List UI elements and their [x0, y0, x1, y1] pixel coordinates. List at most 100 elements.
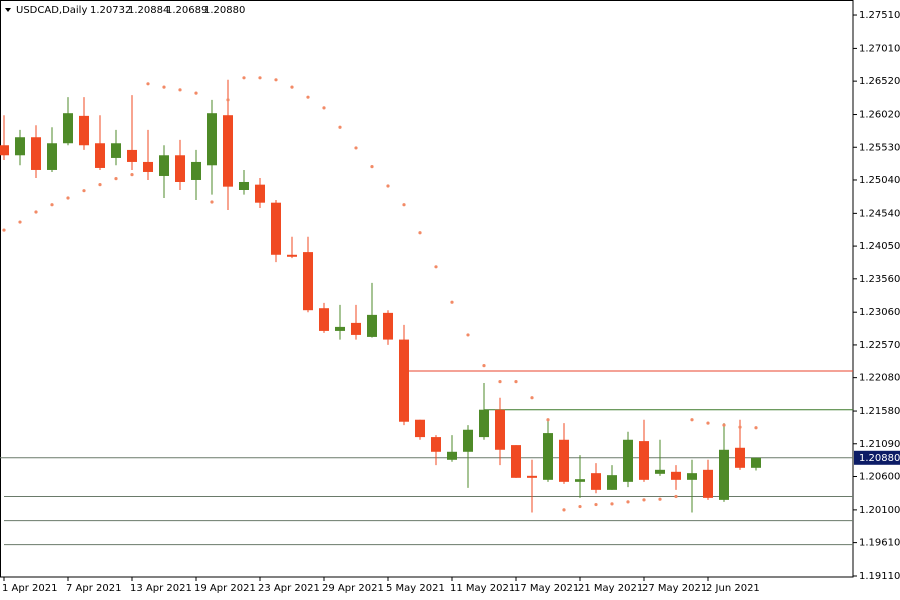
ohlc-open: 1.20732 — [90, 5, 131, 16]
indicator-dot — [322, 106, 326, 110]
indicator-dot — [482, 364, 486, 368]
candle-body — [575, 479, 585, 482]
y-tick-label: 1.26520 — [859, 76, 900, 87]
candle-body — [335, 326, 345, 331]
candle-body — [111, 143, 121, 158]
x-tick-label: 23 Apr 2021 — [258, 583, 320, 594]
indicator-dot — [642, 498, 646, 502]
indicator-dot — [610, 502, 614, 506]
indicator-dot — [274, 78, 278, 82]
x-tick-label: 1 Apr 2021 — [2, 583, 57, 594]
candle-body — [47, 143, 57, 170]
y-tick-label: 1.26020 — [859, 110, 900, 121]
indicator-dot — [178, 88, 182, 92]
indicator-dot — [626, 500, 630, 504]
indicator-dot — [34, 210, 38, 214]
symbol: USDCAD,Daily — [16, 5, 87, 16]
indicator-dot — [402, 203, 406, 207]
candle-body — [719, 449, 729, 500]
indicator-dot — [306, 95, 310, 99]
y-tick-label: 1.23060 — [859, 307, 900, 318]
ohlc-high: 1.20884 — [128, 5, 169, 16]
indicator-dot — [162, 85, 166, 89]
y-tick-label: 1.22570 — [859, 340, 900, 351]
y-tick-label: 1.25530 — [859, 142, 900, 153]
indicator-dot — [706, 421, 710, 425]
x-tick-label: 21 May 2021 — [578, 583, 643, 594]
candle-body — [271, 202, 281, 255]
candle-body — [751, 457, 761, 468]
x-tick-label: 27 May 2021 — [642, 583, 707, 594]
candle-body — [191, 161, 201, 180]
indicator-dot — [114, 177, 118, 181]
indicator-dot — [722, 423, 726, 427]
candle-body — [79, 115, 89, 146]
indicator-dot — [738, 425, 742, 429]
candle-body — [703, 469, 713, 498]
candle-body — [159, 155, 169, 176]
y-tick-label: 1.24540 — [859, 208, 900, 219]
indicator-dot — [530, 396, 534, 400]
x-tick-label: 13 Apr 2021 — [130, 583, 192, 594]
indicator-dot — [418, 231, 422, 235]
indicator-dot — [498, 380, 502, 384]
indicator-dot — [258, 76, 262, 80]
indicator-dot — [578, 504, 582, 509]
candle-body — [543, 433, 553, 480]
x-tick-label: 2 Jun 2021 — [706, 583, 760, 594]
candle-body — [239, 181, 249, 190]
last-price-label: 1.20880 — [859, 453, 900, 464]
indicator-dot — [2, 228, 6, 232]
candle-body — [639, 441, 649, 480]
y-tick-label: 1.23560 — [859, 274, 900, 285]
candle-body — [447, 451, 457, 460]
candle-body — [319, 308, 329, 331]
indicator-dot — [82, 189, 86, 193]
x-tick-label: 11 May 2021 — [450, 583, 515, 594]
candle-body — [559, 439, 569, 482]
indicator-dot — [354, 146, 358, 150]
y-tick-label: 1.24050 — [859, 241, 900, 252]
indicator-dot — [194, 91, 198, 95]
indicator-dot — [546, 418, 550, 422]
candle-body — [479, 409, 489, 438]
candle-body — [655, 469, 665, 474]
ohlc-low: 1.20689 — [166, 5, 207, 16]
indicator-dot — [514, 380, 518, 384]
candle-body — [143, 161, 153, 172]
menu-triangle[interactable] — [5, 8, 11, 12]
candle-body — [255, 184, 265, 203]
last-price-box — [854, 450, 900, 465]
x-tick-label: 5 May 2021 — [386, 583, 445, 594]
y-tick-label: 1.27510 — [859, 10, 900, 21]
candle-body — [671, 471, 681, 480]
candle-body — [63, 113, 73, 144]
x-tick-label: 17 May 2021 — [514, 583, 579, 594]
y-tick-label: 1.20600 — [859, 471, 900, 482]
candle-body — [623, 439, 633, 482]
candle-body — [287, 254, 297, 257]
candle-body — [495, 409, 505, 450]
candle-body — [95, 143, 105, 168]
y-tick-label: 1.21580 — [859, 406, 900, 417]
y-tick-label: 1.19610 — [859, 538, 900, 549]
candle-body — [591, 473, 601, 490]
indicator-dot — [562, 508, 566, 512]
indicator-dot — [130, 173, 134, 177]
y-tick-label: 1.19110 — [859, 571, 900, 582]
indicator-dot — [50, 203, 54, 207]
indicator-dot — [338, 125, 342, 129]
indicator-dot — [146, 82, 150, 86]
x-tick-label: 7 Apr 2021 — [66, 583, 121, 594]
indicator-dot — [658, 497, 662, 501]
indicator-dot — [674, 494, 678, 499]
indicator-dot — [242, 76, 246, 80]
ohlc-close: 1.20880 — [204, 5, 245, 16]
candle-body — [15, 137, 25, 156]
candle-body — [463, 429, 473, 452]
indicator-dot — [466, 333, 470, 337]
candle-body — [607, 475, 617, 490]
candle-body — [175, 155, 185, 182]
indicator-dot — [450, 300, 454, 304]
